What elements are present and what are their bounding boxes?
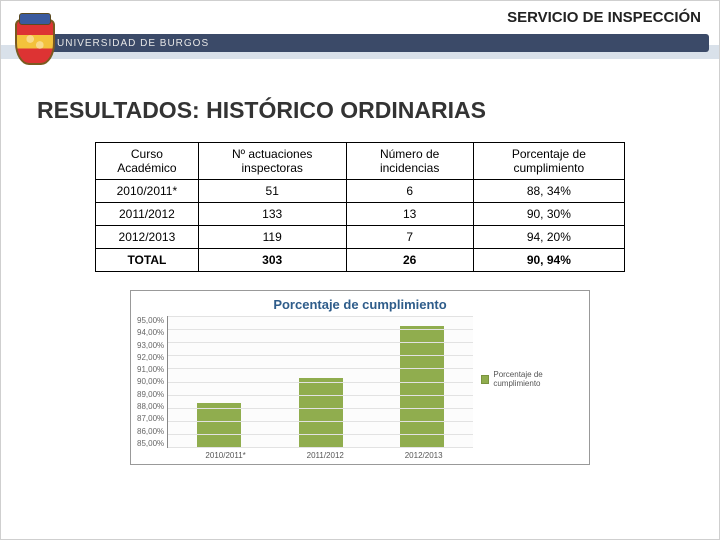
cell: 90, 30% — [473, 203, 624, 226]
university-shield-icon — [15, 19, 55, 65]
cell: 2012/2013 — [96, 226, 199, 249]
chart-gridline — [168, 355, 473, 356]
cell: 2011/2012 — [96, 203, 199, 226]
cell: 133 — [198, 203, 346, 226]
legend-label: Porcentaje de cumplimiento — [493, 370, 583, 388]
x-tick-label: 2010/2011* — [205, 451, 245, 460]
chart-bar — [299, 378, 343, 447]
cell: 88, 34% — [473, 180, 624, 203]
compliance-chart: Porcentaje de cumplimiento 95,00%94,00%9… — [130, 290, 590, 465]
y-tick-label: 90,00% — [137, 377, 164, 386]
y-tick-label: 92,00% — [137, 353, 164, 362]
cell: 7 — [346, 226, 473, 249]
y-tick-label: 85,00% — [137, 439, 164, 448]
cell: 2010/2011* — [96, 180, 199, 203]
results-table: Curso Académico Nº actuaciones inspector… — [95, 142, 625, 272]
col-header: Porcentaje de cumplimiento — [473, 143, 624, 180]
col-header: Nº actuaciones inspectoras — [198, 143, 346, 180]
y-tick-label: 93,00% — [137, 341, 164, 350]
chart-y-axis: 95,00% 94,00% 93,00% 92,00% 91,00% 90,00% 89,0… — [137, 316, 167, 448]
table-total-row: TOTAL 303 26 90, 94% — [96, 249, 625, 272]
chart-gridline — [168, 447, 473, 448]
y-tick-label: 89,00% — [137, 390, 164, 399]
cell: 94, 20% — [473, 226, 624, 249]
legend-swatch-icon — [481, 375, 489, 384]
col-header: Número de incidencias — [346, 143, 473, 180]
chart-plot-area — [167, 316, 473, 448]
table-row: 2011/2012 133 13 90, 30% — [96, 203, 625, 226]
chart-legend: Porcentaje de cumplimiento — [473, 316, 583, 388]
cell: 90, 94% — [473, 249, 624, 272]
chart-bar — [197, 403, 241, 447]
y-tick-label: 94,00% — [137, 328, 164, 337]
table-row: 2012/2013 119 7 94, 20% — [96, 226, 625, 249]
table-header-row: Curso Académico Nº actuaciones inspector… — [96, 143, 625, 180]
slide-content: RESULTADOS: HISTÓRICO ORDINARIAS Curso A… — [1, 73, 719, 475]
y-tick-label: 91,00% — [137, 365, 164, 374]
university-label: UNIVERSIDAD DE BURGOS — [57, 38, 209, 49]
cell: TOTAL — [96, 249, 199, 272]
chart-gridline — [168, 382, 473, 383]
table-body: 2010/2011* 51 6 88, 34% 2011/2012 133 13… — [96, 180, 625, 272]
cell: 13 — [346, 203, 473, 226]
cell: 26 — [346, 249, 473, 272]
chart-gridline — [168, 342, 473, 343]
chart-gridline — [168, 434, 473, 435]
y-tick-label: 86,00% — [137, 427, 164, 436]
chart-gridline — [168, 408, 473, 409]
chart-gridline — [168, 421, 473, 422]
chart-title: Porcentaje de cumplimiento — [137, 297, 583, 312]
service-label: SERVICIO DE INSPECCIÓN — [507, 9, 701, 26]
cell: 119 — [198, 226, 346, 249]
x-tick-label: 2012/2013 — [405, 451, 443, 460]
banner-strip-dark: UNIVERSIDAD DE BURGOS — [43, 34, 709, 52]
cell: 6 — [346, 180, 473, 203]
cell: 303 — [198, 249, 346, 272]
chart-x-axis: 2010/2011* 2011/2012 2012/2013 — [137, 451, 583, 460]
chart-bar — [400, 326, 444, 447]
y-tick-label: 88,00% — [137, 402, 164, 411]
y-tick-label: 87,00% — [137, 414, 164, 423]
chart-gridline — [168, 329, 473, 330]
col-header: Curso Académico — [96, 143, 199, 180]
chart-gridline — [168, 368, 473, 369]
slide-title: RESULTADOS: HISTÓRICO ORDINARIAS — [37, 97, 683, 124]
table-row: 2010/2011* 51 6 88, 34% — [96, 180, 625, 203]
cell: 51 — [198, 180, 346, 203]
chart-gridline — [168, 395, 473, 396]
x-tick-label: 2011/2012 — [307, 451, 344, 460]
header-banner: UNIVERSIDAD DE BURGOS SERVICIO DE INSPEC… — [1, 1, 719, 73]
chart-gridline — [168, 316, 473, 317]
y-tick-label: 95,00% — [137, 316, 164, 325]
